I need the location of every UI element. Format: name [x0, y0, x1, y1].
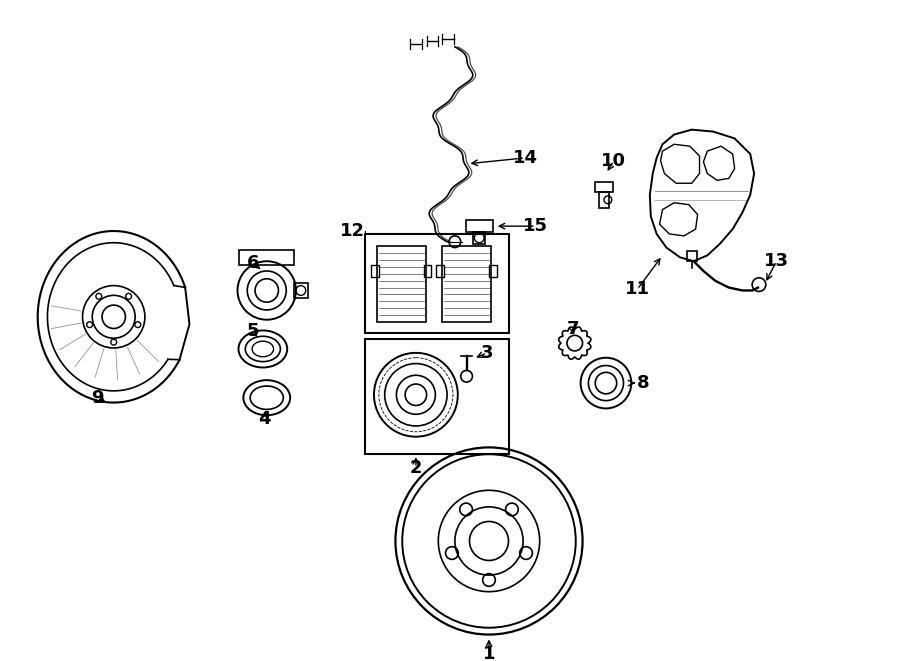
Bar	[294, 283, 308, 298]
Text: 7: 7	[567, 321, 579, 338]
Text: 1: 1	[482, 645, 495, 661]
Bar	[239, 250, 294, 265]
Text: 3: 3	[481, 344, 493, 362]
Text: 5: 5	[247, 323, 259, 340]
Bar	[436, 265, 445, 277]
Text: 14: 14	[513, 149, 537, 167]
Text: 10: 10	[601, 152, 626, 170]
Text: 4: 4	[258, 410, 271, 428]
Text: 2: 2	[410, 459, 422, 477]
Bar	[365, 339, 509, 454]
Bar	[377, 246, 426, 322]
Text: 11: 11	[625, 280, 650, 299]
Text: 6: 6	[247, 254, 259, 272]
Text: 12: 12	[340, 222, 365, 240]
Bar	[489, 265, 497, 277]
Bar	[424, 265, 431, 277]
Bar	[599, 192, 609, 208]
Bar	[473, 232, 485, 244]
Text: 13: 13	[764, 253, 789, 270]
Text: 9: 9	[91, 389, 104, 407]
Bar	[365, 234, 509, 333]
Bar	[442, 246, 490, 322]
Bar	[371, 265, 379, 277]
Text: 8: 8	[636, 374, 649, 392]
Bar	[595, 182, 613, 192]
Text: 15: 15	[523, 217, 548, 235]
Bar	[465, 220, 493, 232]
Bar	[687, 251, 697, 261]
